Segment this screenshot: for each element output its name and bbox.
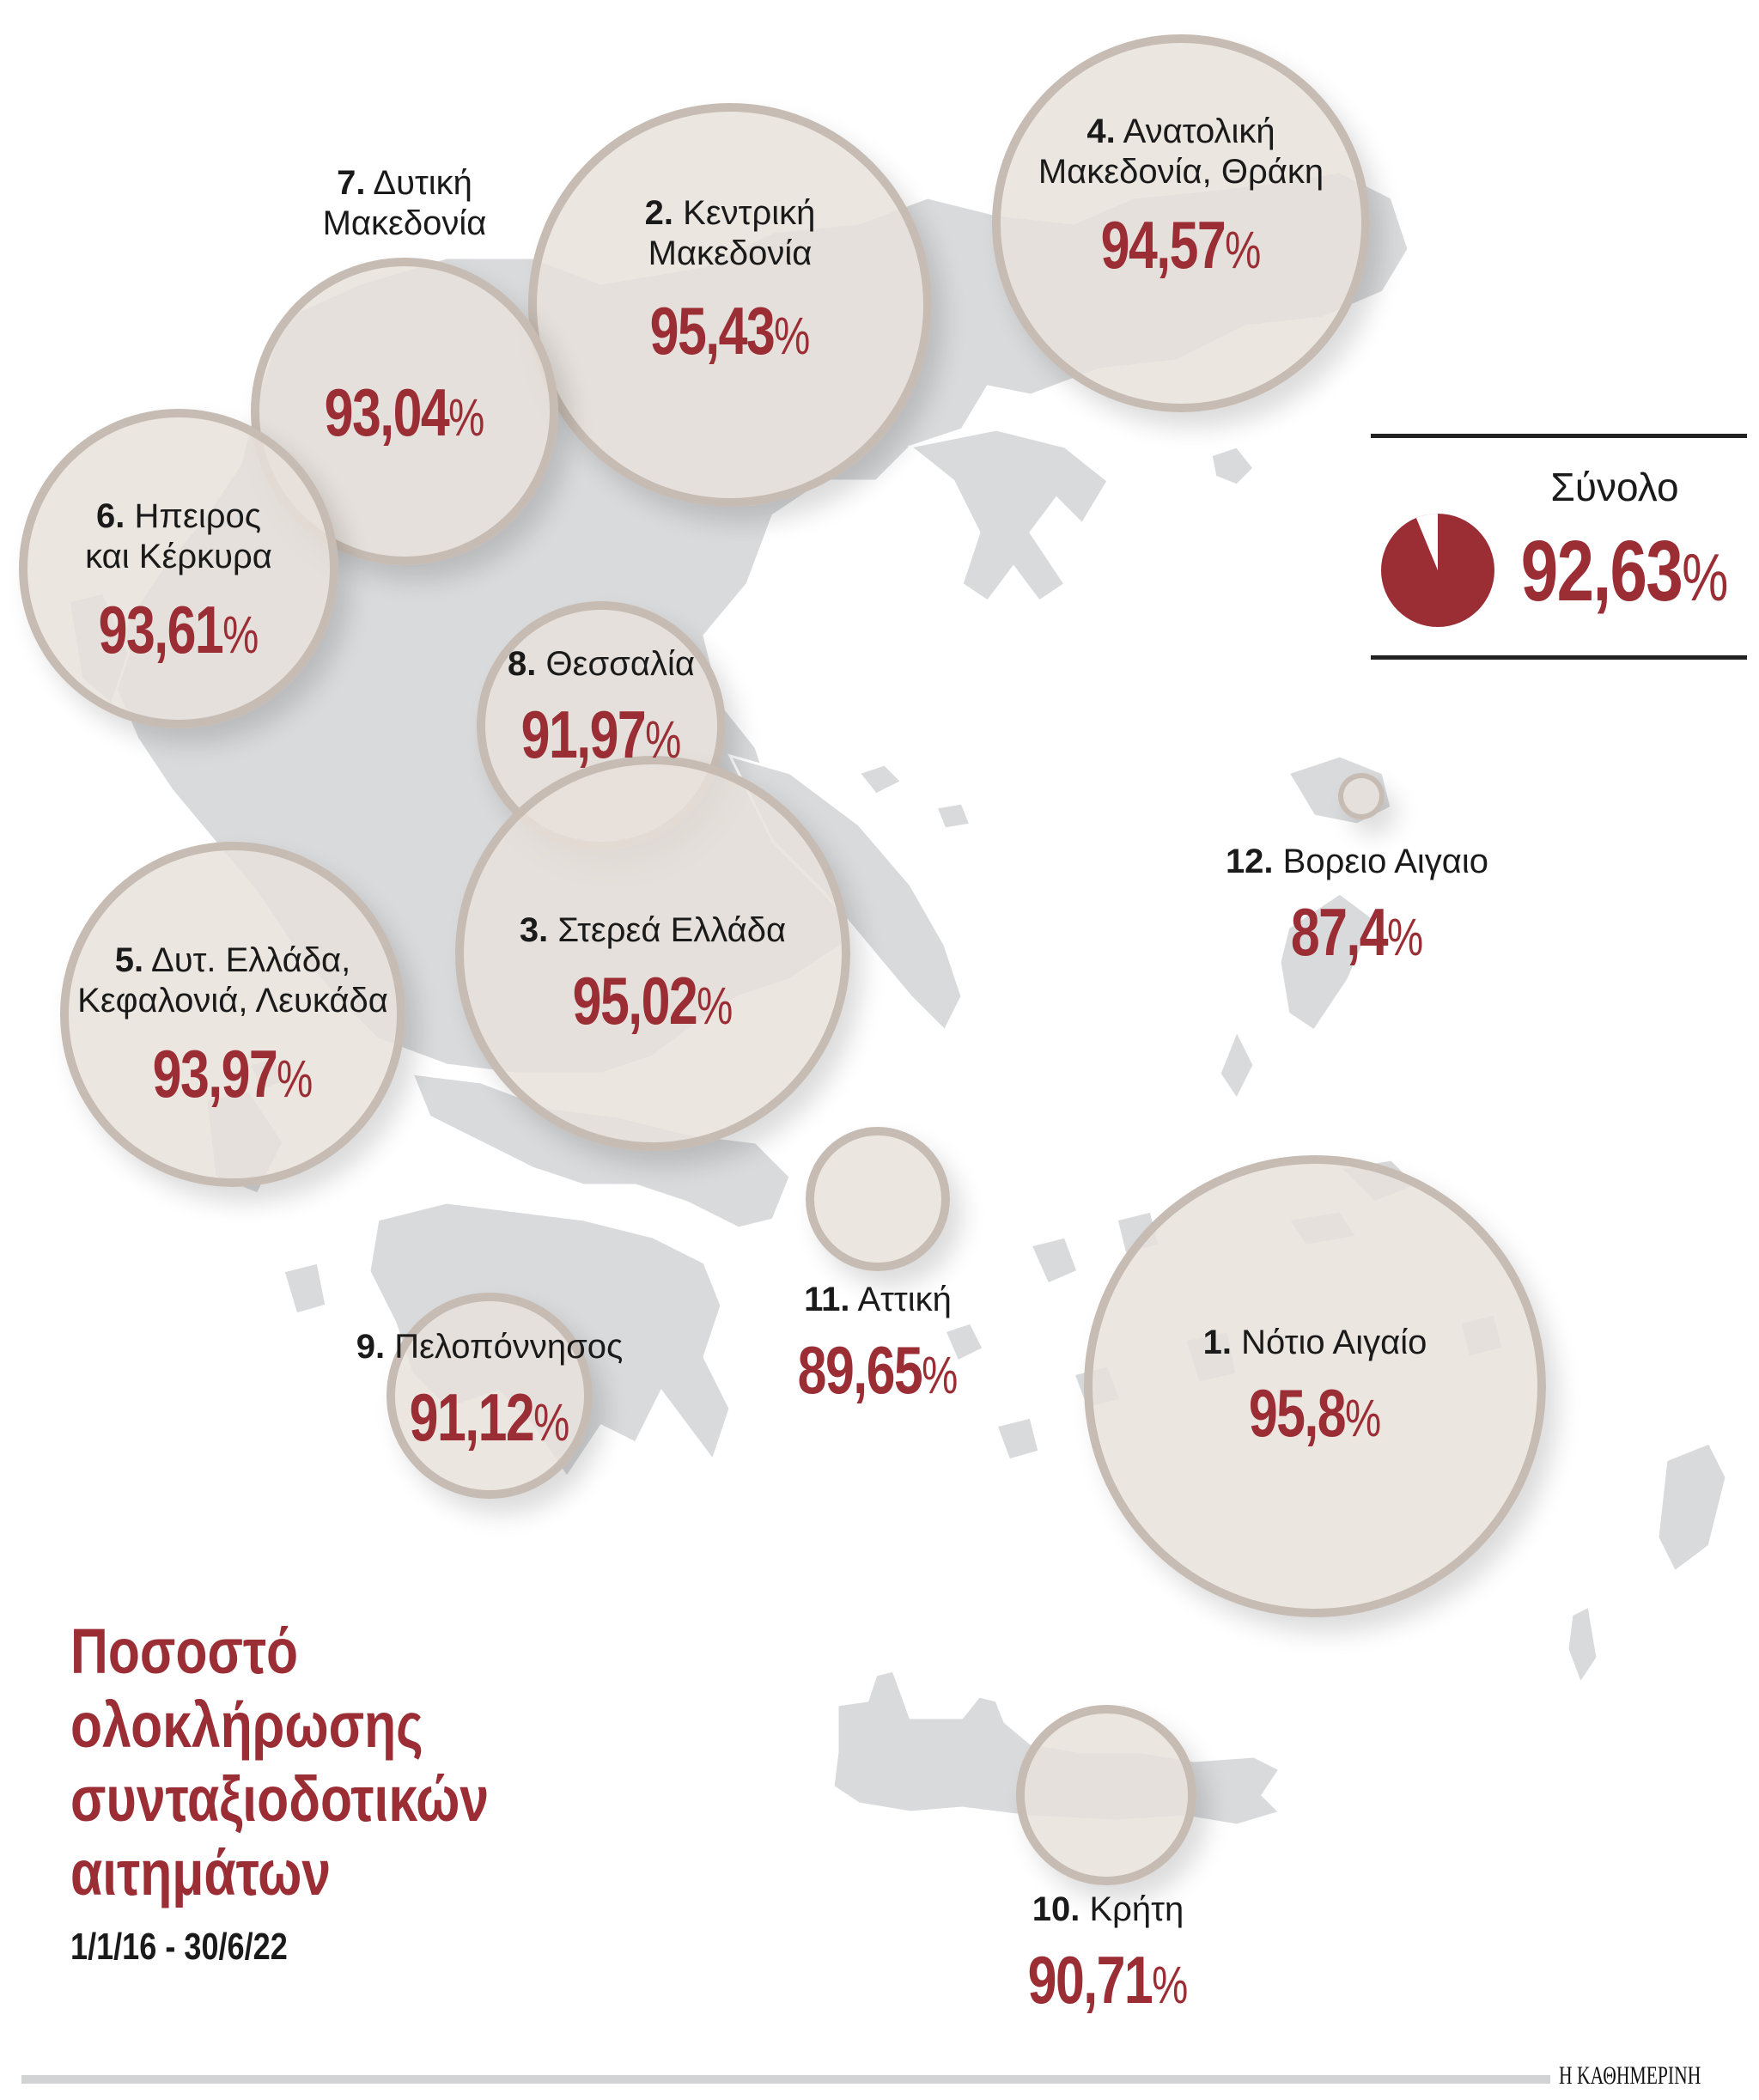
region-rank: 3. [519, 911, 549, 949]
total-value: 92,63% [1520, 523, 1729, 619]
title-line-1: Ποσοστό [70, 1616, 299, 1687]
region-rank: 9. [356, 1328, 386, 1366]
region-value-10: 90,71% [1027, 1942, 1189, 2018]
total-label: Σύνολο [1550, 465, 1679, 509]
region-value-1: 95,8% [1248, 1375, 1382, 1451]
bubble-kentriki-makedonia [528, 103, 932, 507]
region-label-12: 12. Βορειο Αιγαιο [1185, 842, 1529, 882]
region-name: Ανατολική [1123, 113, 1275, 150]
region-rank: 7. [337, 164, 366, 202]
bubble-kriti [1016, 1705, 1196, 1885]
region-value-7: 93,04% [324, 374, 485, 450]
source-logo: Η ΚΑΘΗΜΕΡΙΝΗ [1559, 2061, 1701, 2090]
title-line-3: συνταξιοδοτικών [70, 1763, 490, 1835]
region-name: Ηπειρος [134, 497, 261, 535]
bubble-sterea-ellada [455, 756, 850, 1151]
bubble-anatoliki-makedonia-thraki [992, 34, 1370, 412]
region-name: Αττική [857, 1281, 952, 1318]
bubble-ipeiros-kerkyra [19, 409, 338, 728]
region-name: Πελοπόννησος [394, 1328, 624, 1366]
region-label-8: 8. Θεσσαλία [477, 644, 726, 685]
region-name-line2: Μακεδονία [322, 204, 487, 243]
pie-chart-icon [1381, 514, 1494, 627]
region-name: Νότιο Αιγαίο [1241, 1324, 1427, 1361]
region-label-2: 2. Κεντρική Μακεδονία [528, 193, 932, 274]
bubble-notio-aigaio [1084, 1155, 1546, 1617]
region-name: Κεντρική [683, 194, 816, 232]
region-name: Κρήτη [1089, 1890, 1184, 1928]
region-value-12: 87,4% [1290, 894, 1424, 970]
region-rank: 12. [1225, 843, 1274, 880]
region-rank: 2. [644, 194, 674, 232]
bubble-peloponnisos [386, 1293, 593, 1499]
footer-bar [21, 2075, 1550, 2084]
region-label-4: 4. Ανατολική Μακεδονία, Θράκη [992, 112, 1370, 192]
region-value-6: 93,61% [98, 592, 259, 667]
region-value-9: 91,12% [409, 1379, 570, 1455]
region-label-3: 3. Στερεά Ελλάδα [455, 910, 850, 951]
date-range: 1/1/16 - 30/6/22 [70, 1926, 288, 1968]
region-label-10: 10. Κρήτη [971, 1890, 1245, 1930]
bubble-dytiki-makedonia [251, 258, 558, 565]
region-rank: 11. [804, 1281, 850, 1318]
region-name: Βορειο Αιγαιο [1282, 843, 1489, 880]
region-rank: 6. [96, 497, 125, 535]
region-rank: 10. [1032, 1890, 1080, 1928]
region-rank: 1. [1202, 1324, 1232, 1361]
region-name-line2: και Κέρκυρα [85, 538, 272, 576]
region-label-6: 6. Ηπειρος και Κέρκυρα [19, 496, 338, 577]
region-rank: 5. [114, 941, 144, 979]
region-rank: 4. [1086, 113, 1116, 150]
region-name: Δυτική [373, 164, 472, 202]
region-name-line2: Μακεδονία [648, 234, 813, 273]
bubble-dytiki-ellada [60, 842, 405, 1187]
region-label-9: 9. Πελοπόννησος [326, 1327, 653, 1367]
total-top-rule [1371, 434, 1747, 438]
region-name: Θεσσαλία [545, 645, 695, 683]
bubble-attiki [806, 1127, 950, 1271]
region-value-2: 95,43% [649, 293, 811, 368]
region-value-8: 91,97% [520, 697, 682, 772]
region-value-5: 93,97% [152, 1036, 313, 1111]
region-name: Δυτ. Ελλάδα, [150, 941, 351, 979]
total-bottom-rule [1371, 655, 1747, 660]
region-label-1: 1. Νότιο Αιγαίο [1084, 1323, 1546, 1363]
region-value-4: 94,57% [1100, 207, 1262, 283]
region-label-5: 5. Δυτ. Ελλάδα, Κεφαλονιά, Λευκάδα [60, 940, 405, 1021]
region-label-7: 7. Δυτική Μακεδονία [251, 163, 558, 244]
title-line-2: ολοκλήρωσης [70, 1689, 423, 1761]
region-name-line2: Κεφαλονιά, Λευκάδα [77, 982, 388, 1020]
region-name: Στερεά Ελλάδα [557, 911, 787, 949]
region-rank: 8. [508, 645, 537, 683]
region-value-3: 95,02% [572, 963, 733, 1038]
chart-title: Ποσοστό ολοκλήρωσης συνταξιοδοτικών αιτη… [70, 1615, 489, 1910]
region-name-line2: Μακεδονία, Θράκη [1038, 153, 1324, 192]
region-value-11: 89,65% [797, 1332, 959, 1408]
bubble-voreio-aigaio [1338, 773, 1385, 819]
title-line-4: αιτημάτων [70, 1837, 332, 1908]
region-label-11: 11. Αττική [740, 1280, 1015, 1320]
